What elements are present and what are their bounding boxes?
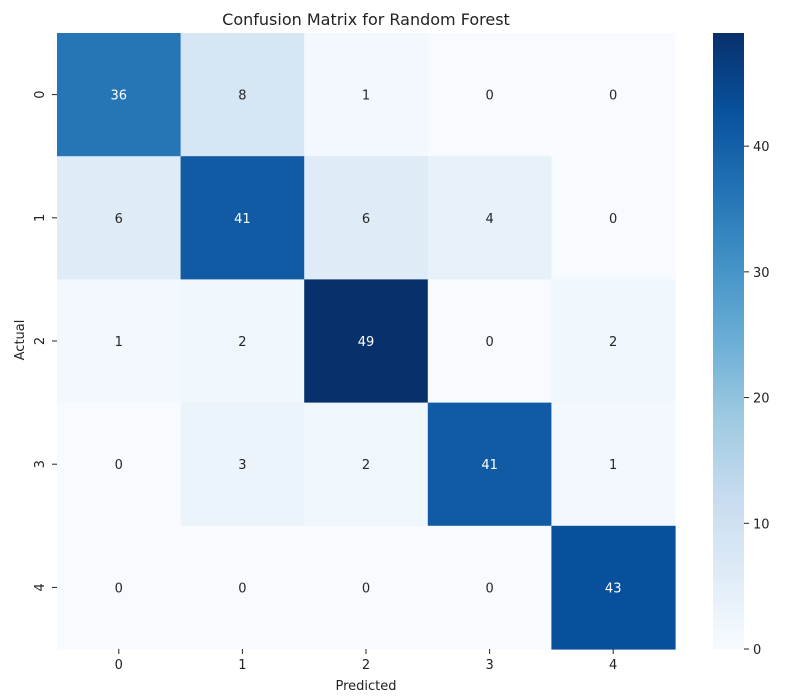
heatmap-cell	[427, 402, 552, 527]
cell-value-label: 0	[485, 89, 493, 104]
heatmap-cell	[304, 279, 429, 404]
cell-value-label: 0	[485, 335, 493, 350]
y-axis-label: Actual	[13, 320, 28, 361]
heatmap-cell	[180, 156, 305, 280]
heatmap-cell	[551, 279, 676, 404]
y-tick-label: 1	[33, 214, 48, 222]
heatmap-cell	[57, 156, 182, 280]
heatmap-cell	[304, 33, 429, 157]
y-tick-label: 3	[33, 460, 48, 468]
cell-value-label: 0	[362, 581, 370, 596]
heatmap-cell	[180, 402, 305, 527]
cell-value-label: 0	[485, 581, 493, 596]
cell-value-label: 1	[115, 335, 123, 350]
heatmap-cell	[57, 279, 182, 404]
heatmap-cell	[551, 33, 676, 157]
y-tick-label: 0	[33, 90, 48, 98]
cell-value-label: 6	[362, 212, 370, 227]
x-axis: 0 1 2 3 4	[115, 649, 617, 673]
cell-value-label: 43	[605, 581, 622, 596]
cell-value-label: 0	[609, 212, 617, 227]
x-tick-label: 0	[115, 658, 123, 673]
cell-value-label: 2	[238, 335, 246, 350]
y-axis: 0 1 2 3 4	[33, 90, 57, 592]
heatmap-cell	[57, 33, 182, 157]
cell-value-label: 0	[609, 89, 617, 104]
heatmap-cell	[427, 279, 552, 404]
cell-value-label: 6	[115, 212, 123, 227]
colorbar-tick-label: 20	[753, 392, 770, 407]
heatmap-cell	[180, 525, 305, 650]
cell-value-label: 1	[362, 89, 370, 104]
heatmap-cell	[57, 402, 182, 527]
cell-value-label: 2	[362, 458, 370, 473]
heatmap-cell	[304, 525, 429, 650]
cell-value-label: 41	[234, 212, 251, 227]
cell-value-label: 41	[481, 458, 498, 473]
cell-value-label: 49	[358, 335, 375, 350]
heatmap-cell	[180, 33, 305, 157]
colorbar-tick-label: 0	[753, 643, 761, 658]
heatmap-cell	[180, 279, 305, 404]
heatmap-cell	[427, 525, 552, 650]
heatmap-cell	[427, 156, 552, 280]
cell-value-label: 1	[609, 458, 617, 473]
heatmap-cell	[304, 156, 429, 280]
x-tick-label: 2	[362, 658, 370, 673]
y-tick-label: 2	[33, 337, 48, 345]
cell-value-label: 0	[238, 581, 246, 596]
cell-value-label: 4	[485, 212, 493, 227]
heatmap-cell	[304, 402, 429, 527]
heatmap-cell	[551, 525, 676, 650]
heatmap-cell	[427, 33, 552, 157]
cell-value-label: 2	[609, 335, 617, 350]
heatmap-cell	[57, 525, 182, 650]
colorbar	[713, 33, 744, 649]
colorbar-tick-label: 40	[753, 140, 770, 155]
heatmap-cell	[551, 156, 676, 280]
cell-value-label: 36	[111, 89, 128, 104]
colorbar-tick-label: 30	[753, 266, 770, 281]
cell-value-label: 0	[115, 458, 123, 473]
heatmap-cell	[551, 402, 676, 527]
colorbar-axis: 0 10 20 30 40	[744, 140, 770, 658]
heatmap-cells: 36 8 1 0 0 6 41 6 4 0 1 2 49 0 2 0 3 2 41 1 0 0 0 0 43	[57, 33, 676, 650]
x-tick-label: 4	[609, 658, 617, 673]
cell-value-label: 8	[238, 89, 246, 104]
x-tick-label: 1	[238, 658, 246, 673]
y-tick-label: 4	[33, 583, 48, 591]
chart-title: Confusion Matrix for Random Forest	[222, 10, 510, 29]
x-axis-label: Predicted	[335, 679, 396, 694]
cell-value-label: 3	[238, 458, 246, 473]
colorbar-tick-label: 10	[753, 517, 770, 532]
cell-value-label: 0	[115, 581, 123, 596]
x-tick-label: 3	[485, 658, 493, 673]
